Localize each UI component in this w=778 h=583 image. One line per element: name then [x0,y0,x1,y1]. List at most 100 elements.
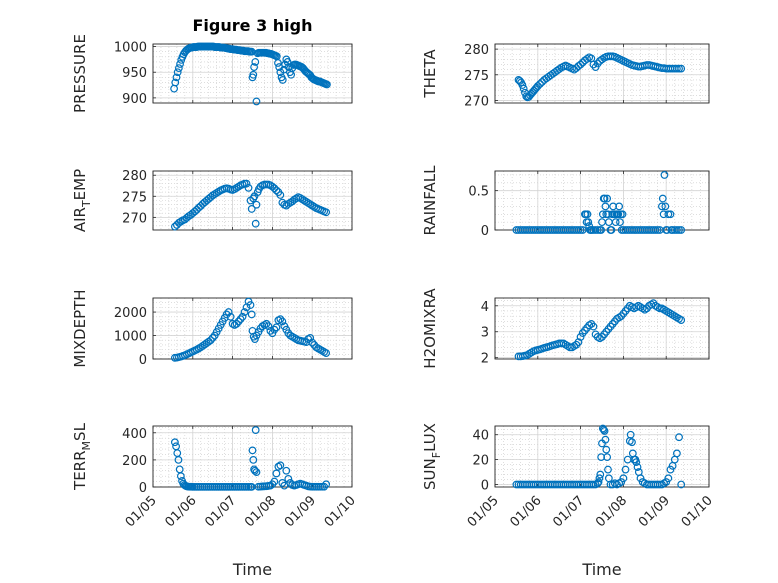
data-point [244,183,253,192]
data-point [173,449,182,458]
axes-box [494,425,710,488]
data-point [514,76,523,84]
data-point [306,200,315,209]
data-point [323,80,331,89]
y-tick-label: 1000 [114,330,147,345]
data-point [607,226,616,234]
data-point [236,315,245,324]
data-point [300,196,309,205]
data-point [666,465,675,474]
data-point [252,468,261,476]
data-point [322,208,331,217]
data-point [274,462,283,471]
y-tick-label: 0 [481,224,489,239]
data-point [601,435,610,444]
data-point [604,474,613,483]
data-point [616,218,624,227]
x-tick-label: 01/08 [593,493,630,530]
y-tick-label: 0 [139,481,147,496]
data-point [583,54,591,63]
panel-theta: 270 275 280 THETA [421,43,710,109]
data-point [615,202,624,211]
data-point [247,310,256,319]
data-point [661,202,670,211]
data-point [251,426,260,434]
data-point [251,219,260,228]
data-point [322,349,331,358]
data-point [589,322,598,331]
y-tick-label: 275 [464,69,489,84]
data-point [251,58,260,66]
data-point [633,463,642,471]
y-tick-label: 40 [472,429,489,444]
data-point [533,82,542,90]
y-tick-label: 950 [122,66,147,81]
x-axis-label: Time [232,560,272,579]
y-tick-label: 0 [139,353,147,368]
data-point [214,187,223,196]
data-point [304,199,313,207]
data-point [576,60,585,69]
x-tick-label: 01/10 [322,493,359,530]
axes-box [494,170,710,231]
data-point [594,478,603,486]
data-point [171,78,180,87]
data-point [585,222,594,230]
data-point [677,316,686,324]
data-point [284,199,293,208]
data-point [604,465,612,474]
data-point [578,226,587,234]
data-point [208,191,217,200]
x-tick-label: 01/05 [465,493,502,530]
x-tick-label: 01/06 [163,493,200,530]
data-point [298,195,307,204]
data-point [536,80,544,88]
data-point [600,194,609,203]
data-point [576,333,585,341]
data-point [232,319,241,328]
y-tick-label: 270 [122,211,147,226]
data-point [284,474,293,483]
data-point [270,325,279,334]
axes-box [494,297,710,360]
data-point [238,312,247,321]
data-point [664,210,673,219]
data-point [593,479,602,488]
data-point [673,226,681,234]
data-point [250,466,259,475]
data-point [673,449,681,458]
panel-rainfall: 0 0.5 RAINFALL [421,165,710,239]
data-point [603,453,612,462]
data-point [278,317,287,326]
data-point [320,482,329,491]
data-point [677,226,686,234]
y-tick-label: 280 [122,169,147,184]
data-point [250,63,258,71]
data-point [264,322,273,331]
data-point [598,218,606,227]
data-point [599,425,608,434]
x-tick-label: 01/10 [679,493,716,530]
data-point [174,455,183,464]
data-point [208,333,217,342]
y-tick-label: 20 [472,454,489,469]
data-point [655,480,664,489]
y-tick-label: 275 [122,190,147,205]
data-point [306,333,315,342]
data-point [677,64,686,73]
axes-box [152,297,353,360]
data-point [515,77,524,85]
data-point [302,197,311,206]
data-point [593,226,602,234]
data-point [276,461,285,470]
axes-box [494,43,710,104]
y-tick-label: 0.5 [468,185,489,200]
data-point [249,70,258,79]
data-point [663,226,671,234]
x-tick-label: 01/07 [202,493,239,530]
data-point [262,319,271,328]
data-point [574,338,583,347]
data-point [175,465,184,474]
data-point [173,68,182,77]
data-point [276,315,285,324]
